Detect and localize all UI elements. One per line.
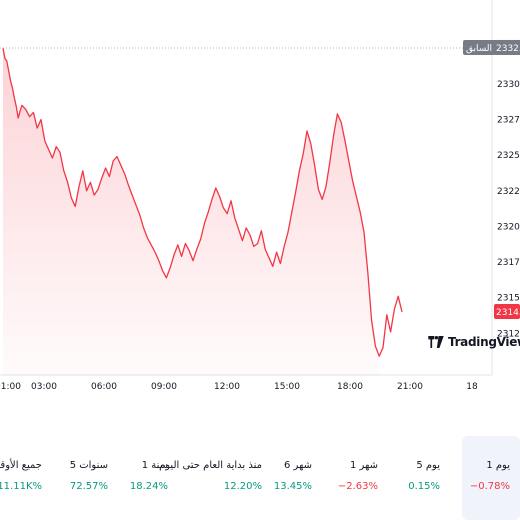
period-label: 1 سنة <box>141 460 168 471</box>
period-change-value: −0.78% <box>469 481 510 492</box>
period-label: جميع الأوقات <box>0 460 42 471</box>
period-label: 6 شهر <box>283 460 312 471</box>
price-chart[interactable]: 2330.00 2327.50 2325.00 2322.50 2320.00 2317.… <box>0 0 520 395</box>
prev-close-value-badge <box>494 39 520 55</box>
y-tick-label: 2320.00 <box>497 222 520 232</box>
period-tab[interactable]: 5 سنوات 72.57% <box>28 436 108 520</box>
tradingview-logo-icon <box>428 336 444 348</box>
performance-periods: 1 يوم −0.78% 5 يوم 0.15% 1 شهر −2.63% 6 شهر 13.… <box>0 436 520 520</box>
period-tab[interactable]: 1 سنة 18.24% <box>88 436 168 520</box>
period-label: 1 يوم <box>486 460 510 471</box>
x-tick-label: 18 <box>466 382 478 392</box>
period-change-value: 0.15% <box>408 481 440 492</box>
period-label: 5 يوم <box>416 460 440 471</box>
price-chart-svg: 2330.00 2327.50 2325.00 2322.50 2320.00 2317.… <box>0 0 520 392</box>
y-tick-label: 2317.50 <box>497 258 520 268</box>
period-tab[interactable]: جميع الأوقات 11.11K% <box>0 436 42 520</box>
period-label: منذ بداية العام حتى اليوم <box>159 460 262 471</box>
x-tick-label: 01:00 <box>0 382 21 392</box>
x-tick-label: 15:00 <box>274 382 300 392</box>
current-price-label: 2314.00 <box>496 308 520 318</box>
chart-area-fill <box>3 48 380 376</box>
x-tick-label: 03:00 <box>31 382 57 392</box>
prev-close-label: الإغلاق السابق <box>466 44 520 54</box>
x-tick-label: 18:00 <box>337 382 363 392</box>
period-tab[interactable]: منذ بداية العام حتى اليوم 12.20% <box>92 436 262 520</box>
y-axis: 2330.00 2327.50 2325.00 2322.50 2320.00 2317.… <box>497 80 520 339</box>
x-tick-label: 09:00 <box>151 382 177 392</box>
period-tab[interactable]: 5 يوم 0.15% <box>360 436 440 520</box>
period-tab[interactable]: 1 يوم −0.78% <box>462 436 520 520</box>
series-area <box>3 48 380 376</box>
period-change-value: 72.57% <box>69 481 108 492</box>
x-tick-label: 12:00 <box>214 382 240 392</box>
x-axis: 01:00 03:00 06:00 09:00 12:00 15:00 18:00 21:00… <box>0 382 478 392</box>
period-change-value: 13.45% <box>273 481 312 492</box>
period-change-value: −2.63% <box>337 481 378 492</box>
y-tick-label: 2325.00 <box>497 151 520 161</box>
tradingview-logo-text: TradingView <box>448 335 520 349</box>
chart-series <box>2 48 403 357</box>
series-line <box>2 48 403 357</box>
tradingview-watermark[interactable]: TradingView <box>428 335 520 349</box>
period-label: 1 شهر <box>349 460 378 471</box>
period-change-value: 12.20% <box>223 481 262 492</box>
y-tick-label: 2322.50 <box>497 187 520 197</box>
prev-close-value: 2332.52 <box>496 44 520 54</box>
y-tick-label: 2330.00 <box>497 80 520 90</box>
y-tick-label: 2327.50 <box>497 116 520 126</box>
x-tick-label: 21:00 <box>397 382 423 392</box>
y-tick-label: 2312.50 <box>497 329 520 339</box>
period-change-value: 18.24% <box>129 481 168 492</box>
period-tab[interactable]: 1 شهر −2.63% <box>298 436 378 520</box>
period-change-value: 11.11K% <box>0 481 42 492</box>
current-price-badge <box>494 303 520 319</box>
period-tab[interactable]: 6 شهر 13.45% <box>232 436 312 520</box>
period-label: 5 سنوات <box>69 460 108 471</box>
x-tick-label: 06:00 <box>91 382 117 392</box>
y-tick-label: 2315.00 <box>497 294 520 304</box>
